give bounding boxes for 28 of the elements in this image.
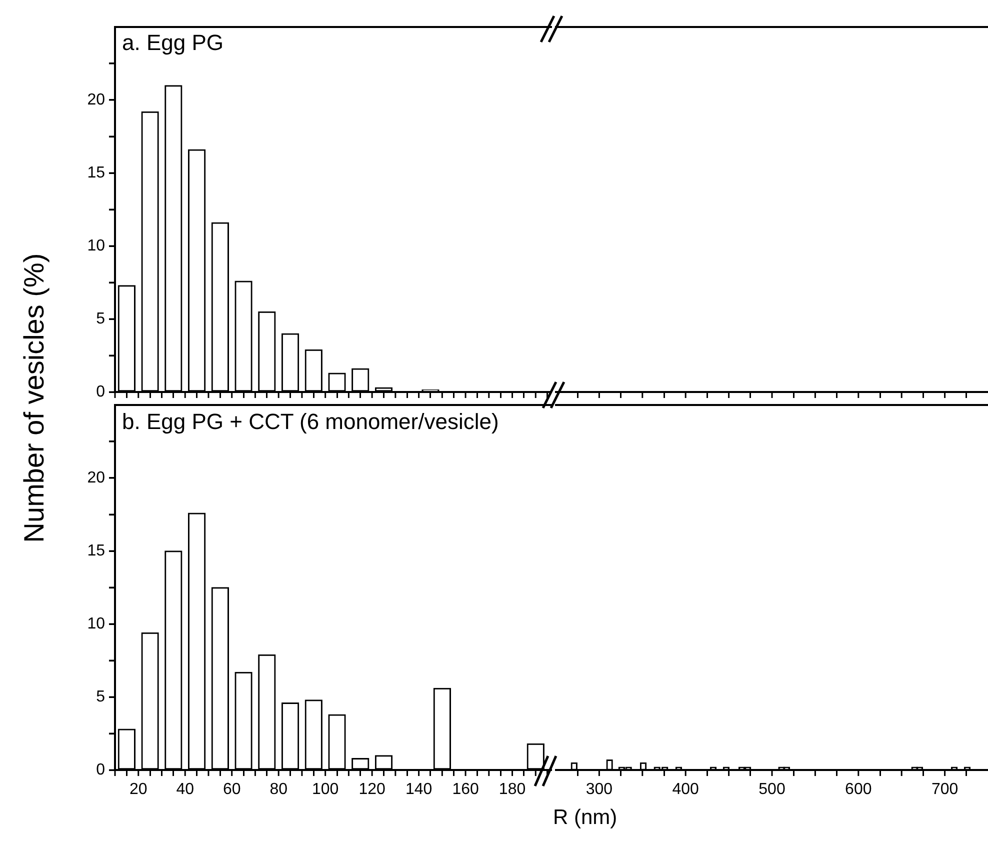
x-tick-label: 20 — [129, 781, 148, 798]
y-tick-label: 20 — [87, 91, 106, 108]
y-tick-label: 0 — [96, 761, 106, 778]
x-tick-label: 120 — [358, 781, 386, 798]
x-tick-label: 60 — [222, 781, 241, 798]
x-tick-label: 140 — [405, 781, 432, 798]
x-tick-label: 300 — [586, 781, 613, 798]
x-tick-label: 500 — [758, 781, 786, 798]
y-axis-title: Number of vesicles (%) — [18, 253, 50, 543]
x-tick-label: 180 — [498, 781, 526, 798]
y-tick-label: 15 — [87, 164, 106, 182]
x-tick-label: 400 — [672, 781, 700, 798]
y-tick-label: 5 — [96, 688, 106, 706]
y-tick-label: 0 — [96, 383, 106, 400]
chart-title: b. Egg PG + CCT (6 monomer/vesicle) — [122, 409, 499, 435]
x-tick-label: 160 — [452, 781, 479, 798]
x-tick-label: 600 — [845, 781, 872, 798]
x-tick-label: 100 — [312, 781, 339, 798]
x-tick-label: 700 — [931, 781, 958, 798]
y-tick-label: 5 — [96, 310, 106, 328]
y-tick-label: 10 — [87, 237, 106, 254]
y-tick-label: 10 — [87, 615, 106, 632]
x-axis-title: R (nm) — [553, 806, 618, 830]
y-tick-label: 15 — [87, 542, 106, 560]
x-tick-label: 40 — [176, 781, 194, 798]
y-tick-label: 20 — [87, 469, 106, 486]
x-tick-label: 80 — [270, 781, 288, 798]
chart-title: a. Egg PG — [122, 30, 224, 56]
